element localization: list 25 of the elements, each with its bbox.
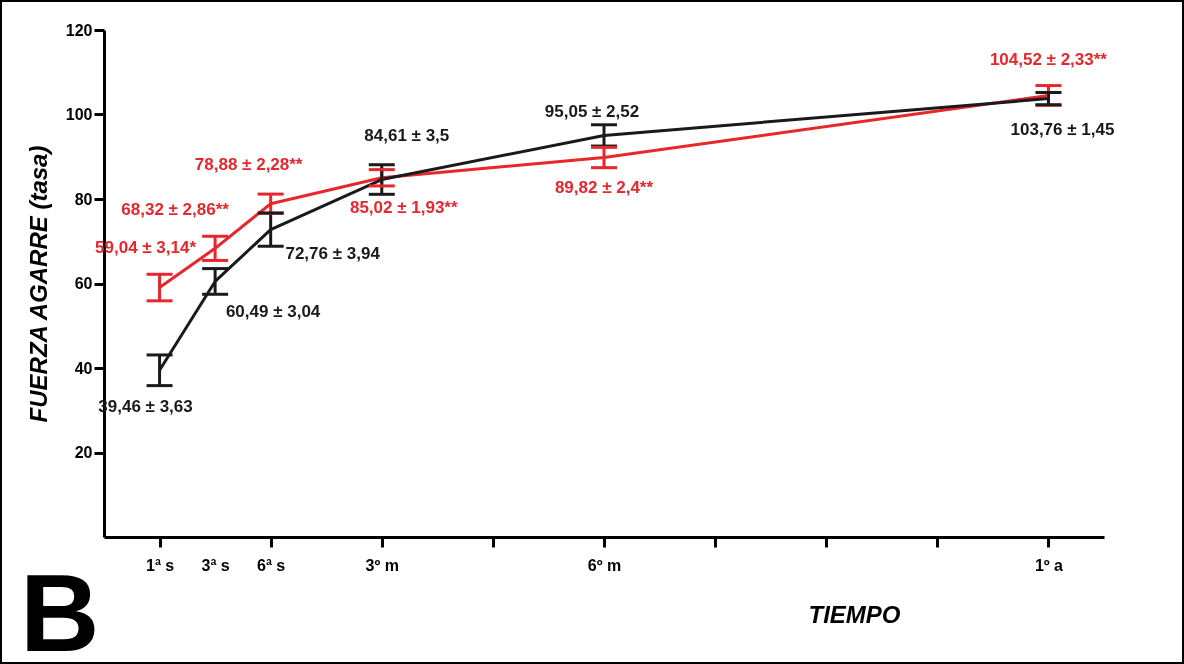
x-tick-label: 1º a [1034,556,1064,574]
x-tick-label: 3º m [365,556,399,574]
data-label: 84,61 ± 3,5 [364,125,450,145]
y-tick-label: 100 [65,106,93,123]
data-label: 104,52 ± 2,33** [989,50,1108,70]
data-label: 85,02 ± 1,93** [349,197,458,217]
data-label: 68,32 ± 2,86** [121,200,230,220]
x-tick-label: 6ª s [257,556,286,574]
y-tick-label: 40 [74,359,93,377]
y-tick-label: 80 [74,190,93,208]
y-tick-label: 60 [74,275,93,292]
data-label: 103,76 ± 1,45 [1010,119,1115,139]
x-tick-label: 6º m [587,556,622,574]
data-label: 89,82 ± 2,4** [554,177,654,197]
panel-letter: B [20,550,100,664]
data-label: 60,49 ± 3,04 [225,302,321,322]
data-label: 72,76 ± 3,94 [285,243,381,263]
data-label: 95,05 ± 2,52 [544,102,640,122]
x-tick-label: 3ª s [201,556,230,574]
y-axis-title: FUERZA AGARRE (tasa) [24,145,52,423]
x-tick-label: 1ª s [145,556,175,574]
y-tick-label: 120 [65,21,93,39]
y-tick-label: 20 [74,444,93,461]
data-label: 78,88 ± 2,28** [194,154,303,174]
x-axis-title: TIEMPO [808,600,901,628]
